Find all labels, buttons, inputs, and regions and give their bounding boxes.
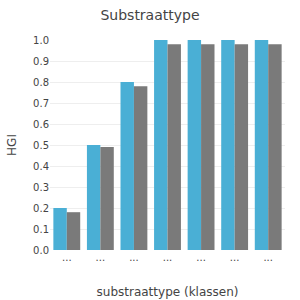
svg-text:...: ... (62, 252, 72, 263)
svg-text:...: ... (263, 252, 273, 263)
svg-text:0.6: 0.6 (33, 119, 49, 130)
svg-text:0.8: 0.8 (33, 77, 49, 88)
svg-text:...: ... (129, 252, 139, 263)
svg-text:0.9: 0.9 (33, 56, 49, 67)
svg-text:1.0: 1.0 (33, 35, 49, 46)
svg-text:HGI: HGI (5, 134, 19, 156)
svg-text:0.0: 0.0 (33, 245, 49, 256)
svg-text:...: ... (230, 252, 240, 263)
svg-text:0.2: 0.2 (33, 203, 49, 214)
svg-text:substraattype (klassen): substraattype (klassen) (97, 285, 239, 299)
svg-text:0.7: 0.7 (33, 98, 49, 109)
svg-text:0.3: 0.3 (33, 182, 49, 193)
svg-text:0.5: 0.5 (33, 140, 49, 151)
svg-text:0.4: 0.4 (33, 161, 49, 172)
svg-text:0.1: 0.1 (33, 224, 49, 235)
svg-text:...: ... (96, 252, 106, 263)
svg-text:...: ... (196, 252, 206, 263)
svg-text:Substraattype: Substraattype (100, 7, 199, 23)
svg-text:...: ... (163, 252, 173, 263)
